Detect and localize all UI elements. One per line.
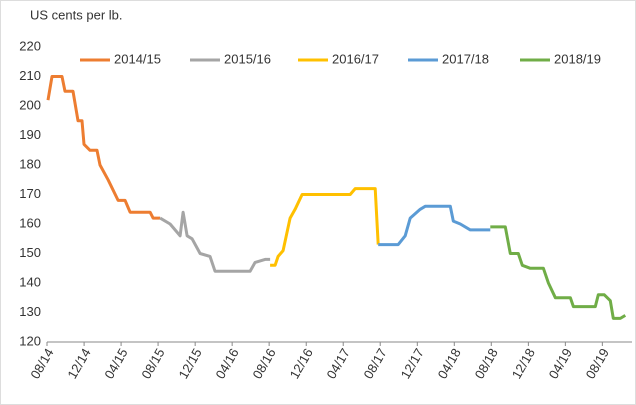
legend-label: 2015/16 — [224, 51, 271, 66]
series-line — [378, 204, 491, 247]
y-tick-label: 190 — [19, 127, 41, 142]
y-tick-label: 120 — [19, 333, 41, 348]
y-tick-label: 140 — [19, 274, 41, 289]
y-tick-label: 170 — [19, 186, 41, 201]
series-line — [490, 225, 627, 320]
series-line — [46, 75, 161, 220]
y-tick-label: 130 — [19, 304, 41, 319]
legend-label: 2017/18 — [442, 51, 489, 66]
y-tick-label: 160 — [19, 215, 41, 230]
y-tick-label: 200 — [19, 97, 41, 112]
y-axis-label: US cents per lb. — [30, 7, 123, 22]
y-tick-label: 180 — [19, 156, 41, 171]
y-tick-label: 220 — [19, 38, 41, 53]
y-tick-label: 210 — [19, 68, 41, 83]
legend-label: 2018/19 — [554, 51, 601, 66]
legend-label: 2014/15 — [114, 51, 161, 66]
series-line — [270, 187, 380, 267]
legend-label: 2016/17 — [332, 51, 379, 66]
series-line — [159, 210, 271, 273]
y-tick-label: 150 — [19, 245, 41, 260]
